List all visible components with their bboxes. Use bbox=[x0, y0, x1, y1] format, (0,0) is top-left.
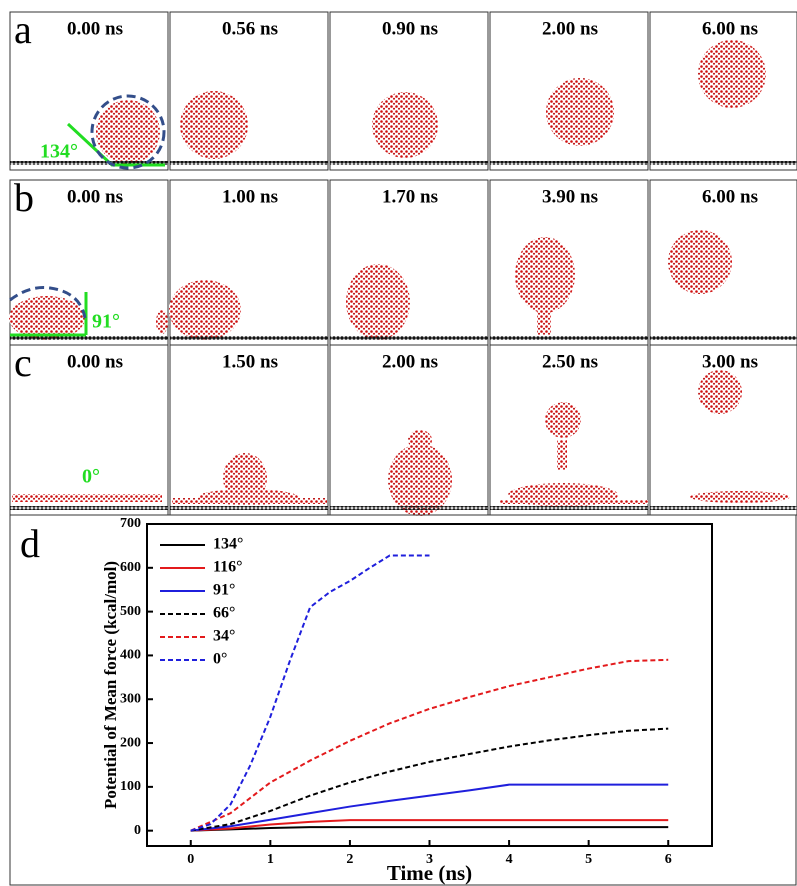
time-label: 0.00 ns bbox=[67, 18, 123, 39]
droplet bbox=[198, 489, 298, 505]
droplet bbox=[96, 100, 160, 164]
droplet bbox=[346, 264, 410, 340]
time-label: 6.00 ns bbox=[702, 18, 758, 39]
substrate bbox=[650, 506, 797, 510]
time-label: 6.00 ns bbox=[702, 186, 758, 207]
substrate bbox=[170, 161, 328, 165]
substrate bbox=[170, 336, 328, 340]
x-tick-label: 5 bbox=[585, 852, 592, 867]
series-line bbox=[190, 727, 669, 832]
time-label: 2.50 ns bbox=[542, 351, 598, 372]
y-tick-label: 600 bbox=[120, 560, 141, 575]
legend-label: 91° bbox=[213, 582, 235, 599]
angle-label: 134° bbox=[40, 141, 78, 163]
panel-frame bbox=[9, 514, 797, 886]
time-label: 3.00 ns bbox=[702, 351, 758, 372]
x-tick-label: 2 bbox=[346, 852, 353, 867]
series-line bbox=[190, 826, 669, 832]
series-line bbox=[190, 819, 669, 832]
x-tick-label: 6 bbox=[665, 852, 672, 867]
legend-label: 34° bbox=[213, 628, 235, 645]
droplet bbox=[388, 444, 452, 516]
time-label: 1.70 ns bbox=[382, 186, 438, 207]
substrate bbox=[490, 161, 648, 165]
y-tick-label: 300 bbox=[120, 691, 141, 706]
angle-label: 0° bbox=[82, 466, 100, 488]
series-line bbox=[190, 658, 669, 832]
panel-label: c bbox=[14, 340, 32, 385]
time-label: 0.90 ns bbox=[382, 18, 438, 39]
droplet-outline bbox=[90, 94, 166, 170]
droplet bbox=[668, 230, 732, 294]
droplet bbox=[698, 370, 742, 414]
angle-label: 91° bbox=[92, 311, 120, 333]
time-label: 1.50 ns bbox=[222, 351, 278, 372]
droplet bbox=[698, 40, 766, 108]
y-tick-label: 700 bbox=[120, 516, 141, 531]
droplet bbox=[557, 440, 567, 470]
droplet bbox=[169, 280, 241, 340]
time-label: 3.90 ns bbox=[542, 186, 598, 207]
droplet bbox=[372, 92, 438, 158]
substrate bbox=[170, 506, 328, 510]
substrate bbox=[10, 161, 168, 165]
x-axis-label: Time (ns) bbox=[387, 861, 472, 885]
substrate bbox=[650, 161, 797, 165]
droplet bbox=[537, 300, 551, 335]
droplet bbox=[408, 430, 432, 450]
substrate bbox=[330, 161, 488, 165]
substrate bbox=[330, 506, 488, 510]
snapshot-frame bbox=[9, 344, 169, 516]
y-axis-label: Potential of Mean force (kcal/mol) bbox=[101, 561, 120, 809]
contact-angle bbox=[10, 292, 88, 337]
panel-label: a bbox=[14, 7, 32, 52]
series-line bbox=[190, 783, 669, 832]
y-tick-label: 400 bbox=[120, 648, 141, 663]
time-label: 2.00 ns bbox=[382, 351, 438, 372]
x-tick-label: 0 bbox=[187, 852, 194, 867]
substrate bbox=[330, 336, 488, 340]
x-tick-label: 3 bbox=[426, 852, 433, 867]
droplet bbox=[500, 500, 648, 504]
substrate bbox=[490, 336, 648, 340]
y-tick-label: 0 bbox=[134, 823, 141, 838]
panel-label: d bbox=[20, 521, 40, 566]
legend-label: 134° bbox=[213, 536, 243, 553]
y-tick-label: 500 bbox=[120, 604, 141, 619]
substrate bbox=[10, 336, 168, 340]
y-tick-label: 200 bbox=[120, 735, 141, 750]
droplet bbox=[156, 310, 168, 334]
legend-label: 0° bbox=[213, 651, 227, 668]
y-tick-label: 100 bbox=[120, 779, 141, 794]
droplet bbox=[9, 296, 85, 340]
panel-label: b bbox=[14, 175, 34, 220]
time-label: 2.00 ns bbox=[542, 18, 598, 39]
time-label: 0.00 ns bbox=[67, 351, 123, 372]
droplet bbox=[690, 491, 790, 503]
time-label: 1.00 ns bbox=[222, 186, 278, 207]
time-label: 0.00 ns bbox=[67, 186, 123, 207]
time-label: 0.56 ns bbox=[222, 18, 278, 39]
x-tick-label: 4 bbox=[506, 852, 513, 867]
droplet-outline bbox=[9, 286, 87, 319]
droplet bbox=[545, 402, 581, 438]
droplet bbox=[515, 237, 575, 313]
droplet bbox=[546, 78, 614, 146]
substrate bbox=[650, 336, 797, 340]
legend-label: 116° bbox=[213, 559, 243, 576]
x-tick-label: 1 bbox=[267, 852, 274, 867]
substrate bbox=[10, 506, 168, 510]
legend-label: 66° bbox=[213, 605, 235, 622]
droplet bbox=[180, 91, 248, 159]
droplet bbox=[12, 494, 162, 502]
series-line bbox=[190, 554, 430, 832]
substrate bbox=[490, 506, 648, 510]
